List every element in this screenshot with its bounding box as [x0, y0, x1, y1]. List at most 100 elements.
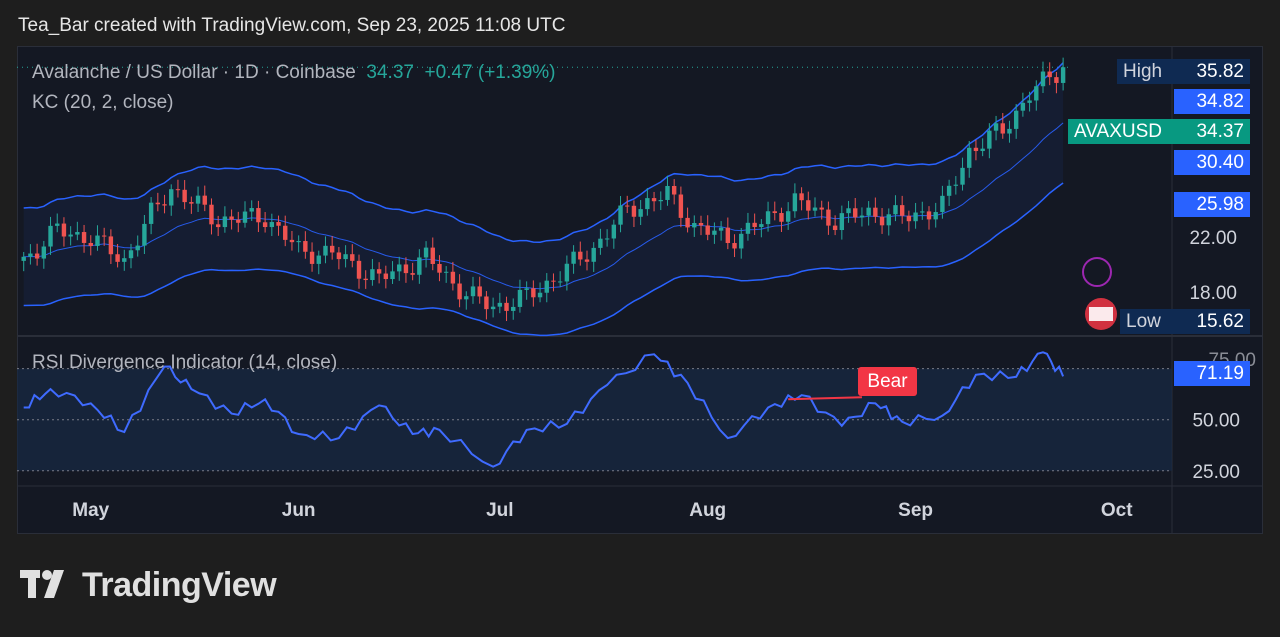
candle-body	[879, 216, 885, 226]
candle-body	[403, 264, 409, 274]
candle-body	[638, 209, 643, 217]
tradingview-logo-icon	[20, 570, 64, 598]
candle-body	[1027, 100, 1032, 103]
candle-body	[698, 222, 704, 226]
candle-body	[229, 216, 234, 220]
price-tick-label: 22.00	[1189, 228, 1237, 249]
candle-body	[953, 184, 959, 186]
candle-body	[625, 205, 630, 207]
candle-body	[309, 251, 315, 264]
candle-body	[182, 189, 187, 203]
candle-body	[1013, 110, 1019, 129]
rsi-indicator-label[interactable]: RSI Divergence Indicator (14, close)	[32, 352, 338, 373]
candle-body	[356, 260, 362, 279]
candle-body	[873, 207, 878, 217]
candle-body	[148, 202, 154, 224]
candle-body	[1054, 77, 1059, 83]
candle-body	[443, 271, 449, 273]
candle-body	[48, 225, 53, 247]
candle-body	[557, 281, 563, 283]
high-label-tag: High	[1117, 59, 1174, 84]
candle-body	[591, 247, 596, 262]
candle-body	[705, 225, 710, 235]
kc-indicator-label[interactable]: KC (20, 2, close)	[32, 92, 174, 113]
candle-body	[564, 263, 570, 282]
last-price: 34.37	[366, 62, 414, 83]
candle-body	[759, 224, 764, 228]
time-tick-label: May	[72, 500, 109, 521]
candle-body	[75, 232, 80, 235]
candle-body	[544, 280, 549, 293]
candle-body	[370, 269, 375, 281]
candle-body	[490, 306, 496, 310]
candle-body	[303, 241, 308, 252]
candle-body	[464, 296, 469, 300]
candle-body	[853, 208, 858, 218]
time-tick-label: Jul	[486, 500, 513, 521]
candle-body	[175, 189, 181, 191]
candle-body	[839, 213, 845, 231]
time-tick-label: Aug	[689, 500, 726, 521]
candle-body	[893, 205, 898, 215]
candle-body	[866, 207, 871, 216]
candle-body	[692, 222, 697, 228]
tradingview-logo[interactable]: TradingView	[20, 562, 277, 608]
candle-body	[1060, 67, 1066, 83]
candle-body	[658, 199, 663, 202]
candle-body	[202, 195, 207, 205]
candle-body	[81, 232, 87, 243]
candle-body	[826, 209, 831, 226]
candle-body	[967, 147, 972, 168]
candle-body	[598, 238, 603, 248]
candle-body	[108, 236, 114, 255]
symbol-price-tag: 34.37	[1174, 119, 1250, 144]
candle-body	[765, 211, 771, 225]
candle-body	[55, 223, 60, 226]
rsi-line	[23, 351, 1065, 468]
candle-body	[269, 222, 275, 228]
candle-body	[283, 225, 288, 240]
candle-body	[665, 185, 670, 200]
keltner-upper-line	[23, 62, 1064, 243]
symbol-legend: Avalanche / US Dollar · 1D · Coinbase 34…	[32, 62, 556, 84]
candle-body	[128, 250, 134, 259]
candle-body	[531, 288, 536, 298]
candle-body	[899, 205, 905, 216]
candle-body	[101, 235, 107, 237]
candle-body	[906, 215, 912, 222]
candle-body	[578, 251, 583, 260]
candle-body	[745, 222, 751, 234]
price-change: +0.47 (+1.39%)	[424, 62, 556, 83]
candle-body	[933, 212, 938, 220]
candle-body	[913, 212, 918, 222]
rsi-value-tag: 71.19	[1174, 361, 1250, 386]
candle-body	[376, 269, 382, 274]
candle-body	[832, 225, 838, 231]
candle-body	[215, 224, 221, 228]
candle-body	[397, 264, 402, 272]
candle-body	[806, 200, 811, 211]
candle-body	[611, 224, 617, 239]
candle-body	[236, 219, 241, 223]
symbol-name-tag: AVAXUSD	[1068, 119, 1174, 144]
candle-body	[960, 167, 965, 185]
alert-lightning-icon	[1082, 257, 1112, 287]
candle-body	[484, 296, 489, 310]
chart-canvas[interactable]: 18.00 22.00 50.00 25.00 May Jun Jul Aug Sep Oct	[17, 46, 1263, 534]
candle-body	[537, 292, 543, 298]
candle-body	[785, 211, 791, 222]
candle-body	[517, 289, 523, 307]
candle-body	[779, 213, 784, 222]
candle-body	[1040, 71, 1046, 87]
candle-body	[511, 306, 516, 311]
candle-body	[34, 253, 40, 259]
candle-body	[584, 259, 590, 262]
candle-body	[712, 230, 717, 235]
symbol-title: Avalanche / US Dollar · 1D · Coinbase	[32, 62, 356, 83]
candle-body	[169, 189, 174, 206]
candle-body	[920, 211, 925, 213]
candle-body	[772, 211, 777, 214]
candle-body	[68, 234, 73, 237]
candle-body	[249, 208, 254, 212]
bear-divergence-label: Bear	[858, 367, 917, 396]
